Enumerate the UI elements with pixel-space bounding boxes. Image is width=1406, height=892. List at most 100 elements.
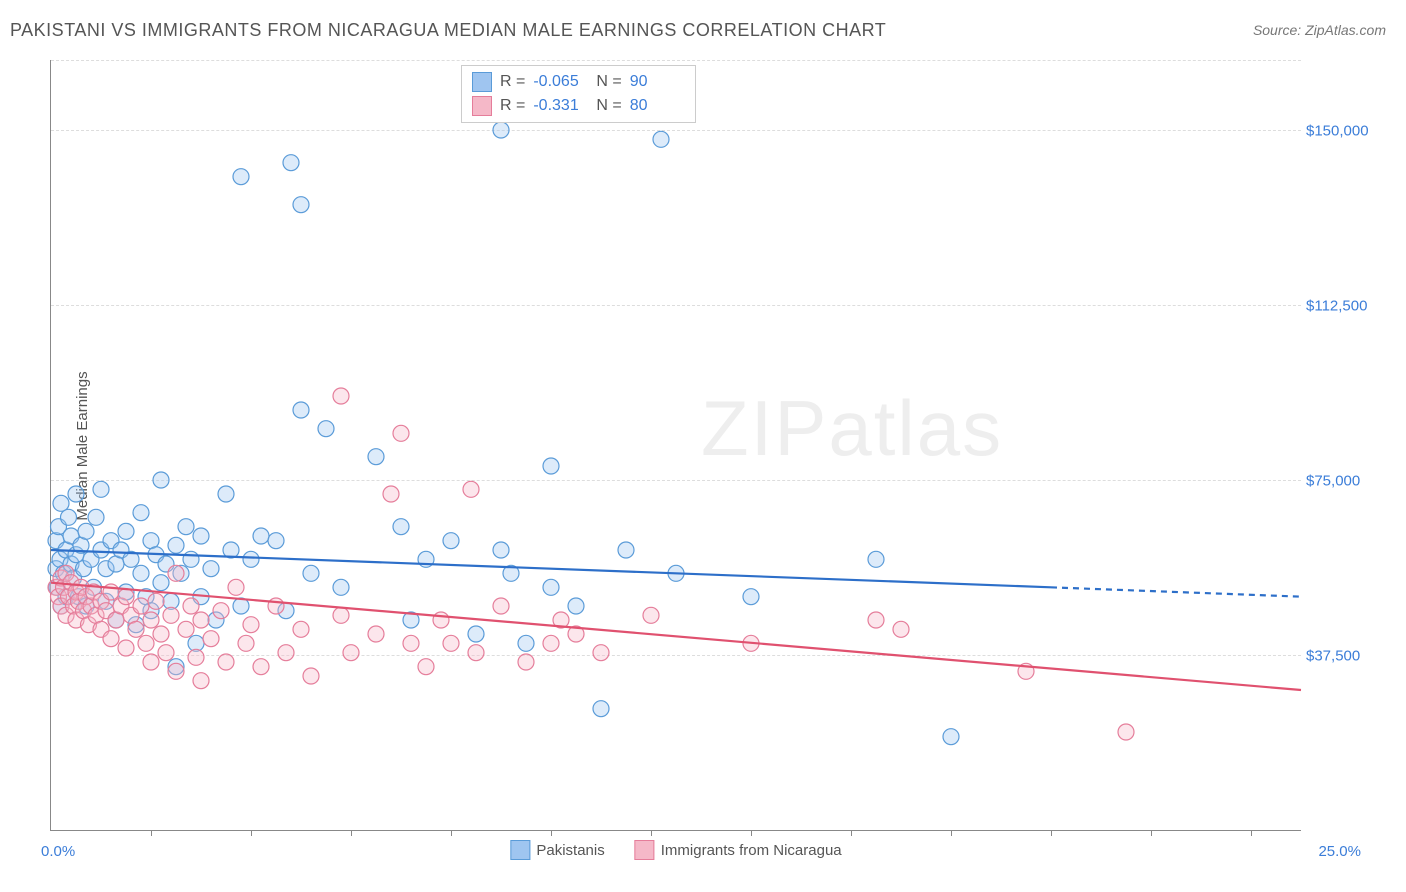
stat-n-label: N =: [596, 73, 621, 91]
scatter-point: [403, 635, 419, 651]
scatter-point: [468, 626, 484, 642]
stat-r-value: -0.065: [533, 73, 588, 91]
x-tick: [451, 830, 452, 836]
scatter-point: [463, 481, 479, 497]
scatter-point: [303, 565, 319, 581]
scatter-point: [133, 565, 149, 581]
scatter-point: [183, 551, 199, 567]
scatter-point: [53, 495, 69, 511]
scatter-point: [163, 607, 179, 623]
scatter-point: [228, 579, 244, 595]
scatter-point: [118, 640, 134, 656]
scatter-point: [368, 626, 384, 642]
x-tick: [751, 830, 752, 836]
scatter-point: [178, 519, 194, 535]
stat-n-value: 80: [630, 97, 685, 115]
x-tick: [351, 830, 352, 836]
scatter-point: [893, 621, 909, 637]
scatter-point: [333, 388, 349, 404]
y-tick-label: $37,500: [1306, 648, 1396, 665]
y-tick-label: $150,000: [1306, 123, 1396, 140]
scatter-point: [203, 561, 219, 577]
scatter-point: [168, 663, 184, 679]
scatter-point: [568, 598, 584, 614]
scatter-point: [243, 617, 259, 633]
scatter-point: [653, 131, 669, 147]
legend-swatch-icon: [510, 840, 530, 860]
scatter-point: [168, 565, 184, 581]
chart-title: PAKISTANI VS IMMIGRANTS FROM NICARAGUA M…: [10, 20, 886, 41]
scatter-point: [303, 668, 319, 684]
scatter-point: [233, 169, 249, 185]
stats-legend: R =-0.065N =90R =-0.331N =80: [461, 65, 696, 123]
x-tick: [151, 830, 152, 836]
scatter-point: [253, 659, 269, 675]
series-legend-label: Pakistanis: [536, 842, 604, 859]
series-legend-item: Immigrants from Nicaragua: [635, 840, 842, 860]
scatter-point: [148, 593, 164, 609]
scatter-point: [543, 635, 559, 651]
scatter-point: [193, 673, 209, 689]
scatter-point: [333, 579, 349, 595]
scatter-point: [1118, 724, 1134, 740]
trend-line-dashed: [1051, 587, 1301, 596]
x-axis-min-label: 0.0%: [41, 843, 75, 860]
scatter-point: [543, 458, 559, 474]
scatter-point: [383, 486, 399, 502]
scatter-point: [253, 528, 269, 544]
x-tick: [1051, 830, 1052, 836]
scatter-point: [293, 402, 309, 418]
scatter-point: [143, 612, 159, 628]
y-tick-label: $112,500: [1306, 298, 1396, 315]
x-tick: [951, 830, 952, 836]
legend-swatch-icon: [472, 72, 492, 92]
stats-legend-row: R =-0.331N =80: [472, 94, 685, 118]
source-label: Source: ZipAtlas.com: [1253, 22, 1386, 38]
x-tick: [1251, 830, 1252, 836]
scatter-point: [268, 533, 284, 549]
plot-area: ZIPatlas $37,500$75,000$112,500$150,000 …: [50, 60, 1301, 831]
series-legend-item: Pakistanis: [510, 840, 604, 860]
scatter-point: [393, 519, 409, 535]
scatter-point: [61, 509, 77, 525]
scatter-point: [103, 631, 119, 647]
scatter-point: [203, 631, 219, 647]
scatter-point: [193, 528, 209, 544]
scatter-point: [333, 607, 349, 623]
y-tick-label: $75,000: [1306, 473, 1396, 490]
stat-n-value: 90: [630, 73, 685, 91]
scatter-point: [178, 621, 194, 637]
scatter-point: [213, 603, 229, 619]
legend-swatch-icon: [635, 840, 655, 860]
scatter-point: [868, 612, 884, 628]
scatter-point: [183, 598, 199, 614]
scatter-point: [143, 654, 159, 670]
series-legend-label: Immigrants from Nicaragua: [661, 842, 842, 859]
scatter-point: [153, 472, 169, 488]
scatter-point: [133, 505, 149, 521]
series-legend: Pakistanis Immigrants from Nicaragua: [510, 840, 841, 860]
scatter-point: [493, 542, 509, 558]
scatter-point: [418, 659, 434, 675]
scatter-point: [343, 645, 359, 661]
x-tick: [251, 830, 252, 836]
scatter-point: [153, 626, 169, 642]
scatter-point: [743, 589, 759, 605]
stat-r-label: R =: [500, 97, 525, 115]
x-tick: [651, 830, 652, 836]
scatter-point: [543, 579, 559, 595]
scatter-point: [443, 635, 459, 651]
scatter-point: [518, 635, 534, 651]
scatter-point: [138, 635, 154, 651]
scatter-point: [443, 533, 459, 549]
scatter-point: [518, 654, 534, 670]
scatter-point: [168, 537, 184, 553]
stat-r-value: -0.331: [533, 97, 588, 115]
scatter-point: [593, 701, 609, 717]
scatter-point: [218, 654, 234, 670]
scatter-point: [153, 575, 169, 591]
scatter-point: [158, 645, 174, 661]
x-axis-max-label: 25.0%: [1318, 843, 1361, 860]
legend-swatch-icon: [472, 96, 492, 116]
scatter-point: [868, 551, 884, 567]
